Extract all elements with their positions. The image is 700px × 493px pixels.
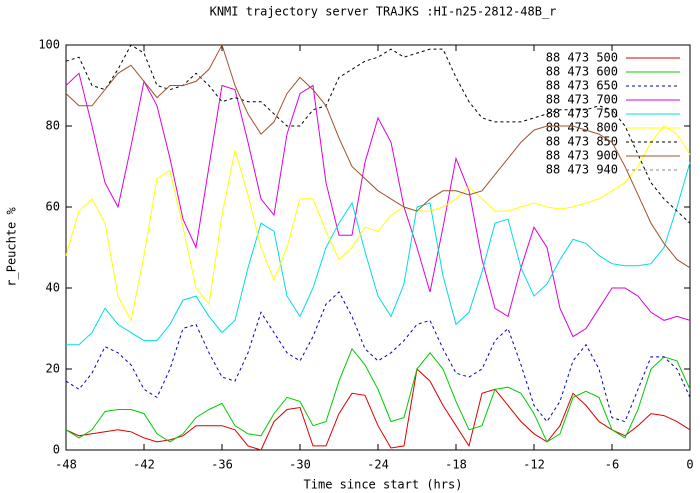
x-tick-label: -6 [605, 458, 619, 472]
series-line [65, 72, 691, 338]
x-tick-label: -30 [289, 458, 311, 472]
y-tick-label: 0 [53, 443, 60, 457]
series-line [65, 291, 691, 423]
x-tick-label: -36 [211, 458, 233, 472]
y-tick-label: 20 [46, 362, 60, 376]
x-axis-label: Time since start (hrs) [304, 478, 463, 492]
y-tick-label: 60 [46, 200, 60, 214]
legend-label: 88 473 600 [546, 65, 618, 79]
x-tick-label: -18 [445, 458, 467, 472]
x-tick-label: 0 [686, 458, 693, 472]
series-line [65, 43, 691, 269]
x-tick-label: -42 [133, 458, 155, 472]
legend-label: 88 473 800 [546, 121, 618, 135]
y-tick-label: 80 [46, 119, 60, 133]
legend-label: 88 473 500 [546, 51, 618, 65]
y-tick-label: 100 [38, 38, 60, 52]
series-line [65, 368, 691, 451]
series-line [65, 347, 691, 443]
legend-label: 88 473 940 [546, 163, 618, 177]
x-tick-label: -48 [55, 458, 77, 472]
x-tick-label: -24 [367, 458, 389, 472]
x-tick-label: -12 [523, 458, 545, 472]
series-line [65, 125, 691, 322]
y-tick-label: 40 [46, 281, 60, 295]
chart-title: KNMI trajectory server TRAJKS :HI-n25-28… [210, 5, 557, 19]
legend-label: 88 473 850 [546, 135, 618, 149]
legend-label: 88 473 900 [546, 149, 618, 163]
series-line [66, 162, 691, 346]
y-axis-label: r_Peuchte % [5, 206, 19, 286]
legend-label: 88 473 750 [546, 107, 618, 121]
legend-label: 88 473 650 [546, 79, 618, 93]
legend-label: 88 473 700 [546, 93, 618, 107]
